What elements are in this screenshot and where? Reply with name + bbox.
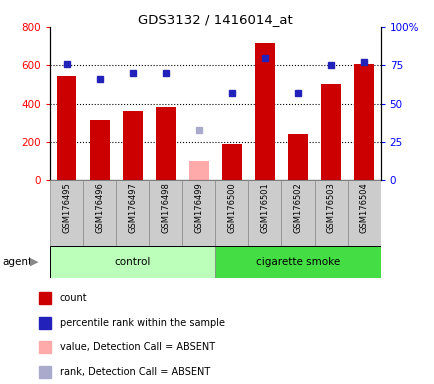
Bar: [314, 180, 347, 246]
Text: percentile rank within the sample: percentile rank within the sample: [59, 318, 224, 328]
Bar: [182, 180, 215, 246]
Text: value, Detection Call = ABSENT: value, Detection Call = ABSENT: [59, 342, 214, 352]
Title: GDS3132 / 1416014_at: GDS3132 / 1416014_at: [138, 13, 292, 26]
Text: GSM176500: GSM176500: [227, 182, 236, 233]
Text: GSM176498: GSM176498: [161, 182, 170, 233]
Bar: [89, 120, 109, 180]
Text: GSM176495: GSM176495: [62, 182, 71, 233]
Text: GSM176503: GSM176503: [326, 182, 335, 233]
Text: GSM176496: GSM176496: [95, 182, 104, 233]
Bar: [281, 180, 314, 246]
Bar: [39, 293, 51, 304]
Text: GSM176502: GSM176502: [293, 182, 302, 233]
Text: count: count: [59, 293, 87, 303]
Bar: [347, 180, 380, 246]
Bar: [39, 366, 51, 377]
Bar: [254, 43, 274, 180]
Bar: [215, 246, 380, 278]
Bar: [287, 134, 307, 180]
Text: ▶: ▶: [30, 257, 38, 267]
Text: cigarette smoke: cigarette smoke: [255, 257, 339, 267]
Bar: [83, 180, 116, 246]
Bar: [221, 144, 241, 180]
Bar: [50, 180, 83, 246]
Bar: [39, 341, 51, 353]
Bar: [248, 180, 281, 246]
Bar: [320, 84, 340, 180]
Bar: [39, 317, 51, 329]
Bar: [353, 64, 373, 180]
Text: GSM176497: GSM176497: [128, 182, 137, 233]
Bar: [215, 180, 248, 246]
Bar: [149, 180, 182, 246]
Text: control: control: [114, 257, 151, 267]
Text: agent: agent: [2, 257, 32, 267]
Bar: [50, 246, 215, 278]
Text: GSM176504: GSM176504: [359, 182, 368, 233]
Bar: [116, 180, 149, 246]
Bar: [122, 111, 142, 180]
Text: GSM176501: GSM176501: [260, 182, 269, 233]
Text: GSM176499: GSM176499: [194, 182, 203, 233]
Bar: [188, 161, 208, 180]
Text: rank, Detection Call = ABSENT: rank, Detection Call = ABSENT: [59, 367, 210, 377]
Bar: [155, 107, 175, 180]
Bar: [56, 76, 76, 180]
